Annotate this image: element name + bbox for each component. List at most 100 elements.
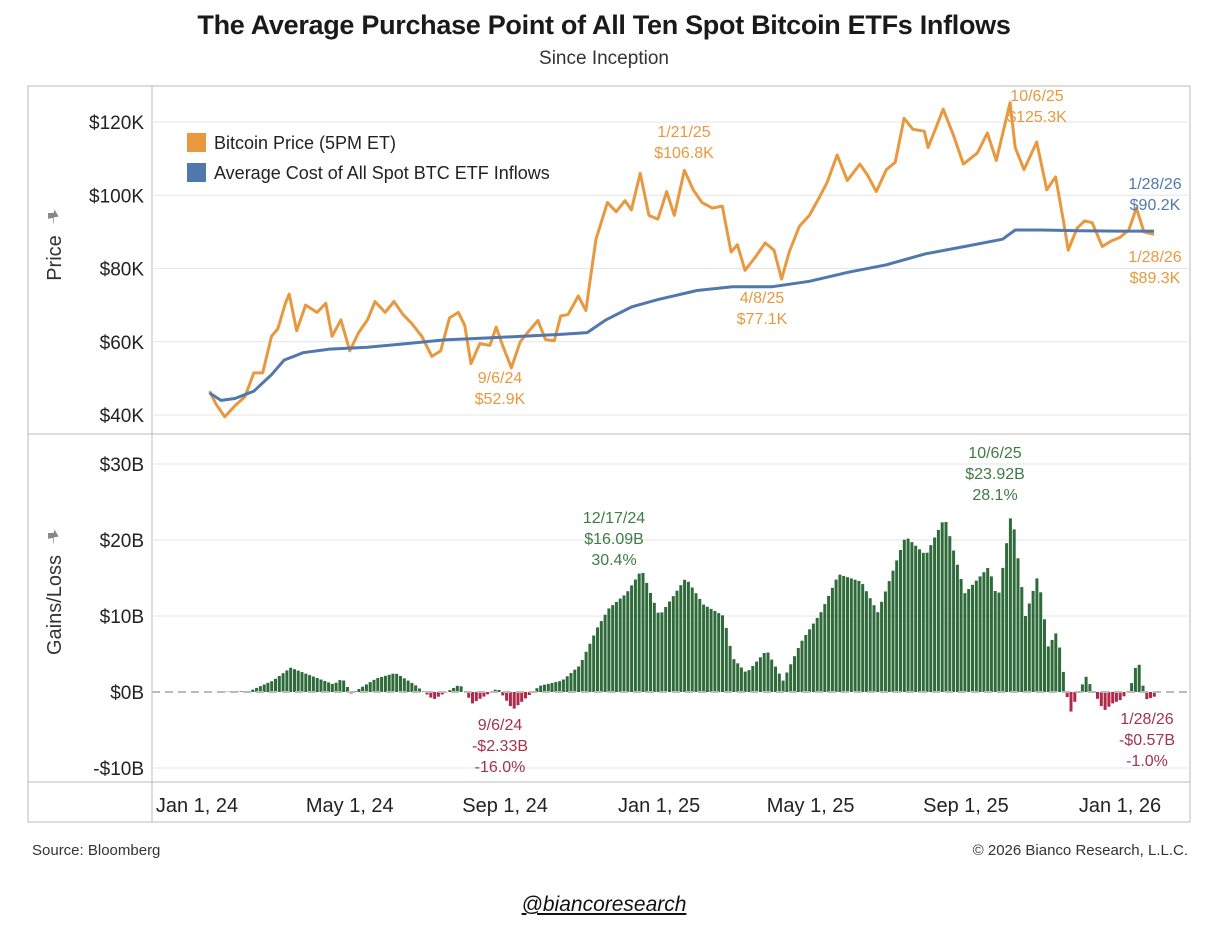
- gain-loss-bar: [281, 673, 285, 692]
- gain-loss-bar: [728, 645, 732, 692]
- gain-loss-bar: [1133, 667, 1137, 692]
- chart-title: The Average Purchase Point of All Ten Sp…: [197, 10, 1011, 40]
- gain-loss-bar: [944, 522, 948, 692]
- gain-loss-bar: [1080, 684, 1084, 692]
- y-tick-label: -$10B: [93, 759, 144, 780]
- gain-loss-bar: [910, 542, 914, 692]
- gain-loss-bar: [357, 689, 361, 692]
- gain-loss-bar: [633, 579, 637, 692]
- gain-loss-bar: [516, 692, 520, 706]
- gain-loss-bar: [671, 596, 675, 692]
- gain-loss-bar: [486, 692, 490, 695]
- gain-loss-bar: [599, 621, 603, 692]
- gain-loss-bar: [1096, 692, 1099, 699]
- gain-loss-bar: [864, 591, 868, 692]
- gain-loss-bar: [630, 585, 634, 692]
- gain-loss-bar: [315, 678, 319, 692]
- gain-loss-bar: [414, 685, 418, 692]
- gain-loss-bar: [584, 651, 588, 692]
- gain-loss-bar: [986, 568, 990, 692]
- price-annotation: 1/28/26: [1128, 176, 1181, 193]
- gain-loss-bar: [1035, 578, 1039, 692]
- legend-label: Average Cost of All Spot BTC ETF Inflows: [214, 163, 550, 183]
- gain-loss-bar: [762, 653, 766, 692]
- gain-loss-bar: [1069, 692, 1073, 712]
- gain-loss-bar: [1114, 692, 1118, 702]
- gains-annotation: -$0.57B: [1119, 732, 1175, 749]
- twitter-handle-link[interactable]: @biancoresearch: [521, 893, 687, 916]
- gains-annotation: 1/28/26: [1120, 711, 1173, 728]
- gain-loss-bar: [743, 671, 747, 692]
- gain-loss-bar: [618, 598, 622, 692]
- gain-loss-bar: [800, 640, 804, 692]
- gain-loss-bar: [304, 673, 308, 692]
- gain-loss-bar: [372, 679, 376, 692]
- gain-loss-bar: [936, 529, 940, 692]
- gain-loss-bar: [834, 579, 838, 692]
- gain-loss-bar: [758, 657, 762, 692]
- gain-loss-bar: [660, 612, 664, 692]
- gain-loss-bar: [857, 581, 861, 692]
- gain-loss-bar: [940, 522, 944, 692]
- gain-loss-bar: [702, 604, 706, 692]
- gain-loss-bar: [1027, 603, 1031, 692]
- gain-loss-bar: [421, 691, 425, 692]
- gain-loss-bar: [1065, 692, 1069, 698]
- gain-loss-bar: [554, 682, 558, 692]
- gain-loss-bar: [293, 669, 296, 692]
- gain-loss-bar: [418, 688, 421, 692]
- gain-loss-bar: [607, 608, 611, 692]
- gain-loss-bar: [1088, 684, 1092, 692]
- gain-loss-bar: [959, 579, 963, 692]
- gain-loss-bar: [652, 602, 656, 692]
- gain-loss-bar: [399, 676, 402, 692]
- gain-loss-bar: [323, 681, 327, 692]
- gain-loss-bar: [440, 692, 444, 695]
- gains-annotation: -16.0%: [475, 759, 526, 776]
- gain-loss-bar: [1012, 529, 1016, 692]
- gain-loss-bar: [997, 592, 1001, 692]
- x-tick-label: Jan 1, 26: [1079, 795, 1161, 817]
- gain-loss-bar: [1046, 646, 1050, 692]
- y-tick-label: $60K: [100, 333, 145, 354]
- gain-loss-bar: [1005, 543, 1009, 692]
- gain-loss-bar: [921, 552, 925, 692]
- y-axis-label: Price: [44, 235, 66, 281]
- gain-loss-bar: [724, 627, 728, 692]
- gain-loss-bar: [1073, 692, 1077, 702]
- gain-loss-bar: [270, 681, 274, 692]
- gain-loss-bar: [664, 607, 668, 692]
- gain-loss-bar: [327, 682, 331, 692]
- gains-annotation: -1.0%: [1126, 753, 1168, 770]
- price-annotation: 9/6/24: [478, 370, 523, 387]
- gain-loss-bar: [830, 587, 834, 692]
- gain-loss-bar: [751, 665, 755, 692]
- gain-loss-bar: [698, 598, 702, 692]
- gain-loss-bar: [467, 692, 471, 698]
- gain-loss-bar: [774, 666, 777, 692]
- gain-loss-bar: [387, 674, 391, 692]
- gain-loss-bar: [849, 578, 853, 692]
- gain-loss-bar: [561, 679, 565, 692]
- gain-loss-bar: [546, 683, 550, 692]
- gain-loss-bar: [520, 692, 524, 702]
- gain-loss-bar: [501, 692, 505, 696]
- gain-loss-bar: [815, 617, 819, 692]
- gain-loss-bar: [891, 570, 895, 692]
- gain-loss-bar: [342, 680, 346, 692]
- gain-loss-bar: [535, 688, 539, 692]
- gain-loss-bar: [1054, 633, 1058, 692]
- gain-loss-bar: [508, 692, 512, 707]
- gain-loss-bar: [918, 549, 921, 692]
- gain-loss-bar: [963, 593, 967, 692]
- gain-loss-bar: [902, 539, 906, 692]
- gain-loss-bar: [577, 666, 581, 692]
- gain-loss-bar: [846, 577, 849, 692]
- gain-loss-bar: [868, 598, 872, 692]
- gain-loss-bar: [1111, 692, 1115, 704]
- gain-loss-bar: [1103, 692, 1107, 710]
- gain-loss-bar: [262, 684, 266, 692]
- gain-loss-bar: [527, 692, 531, 695]
- gain-loss-bar: [550, 683, 554, 692]
- gain-loss-bar: [1107, 692, 1111, 707]
